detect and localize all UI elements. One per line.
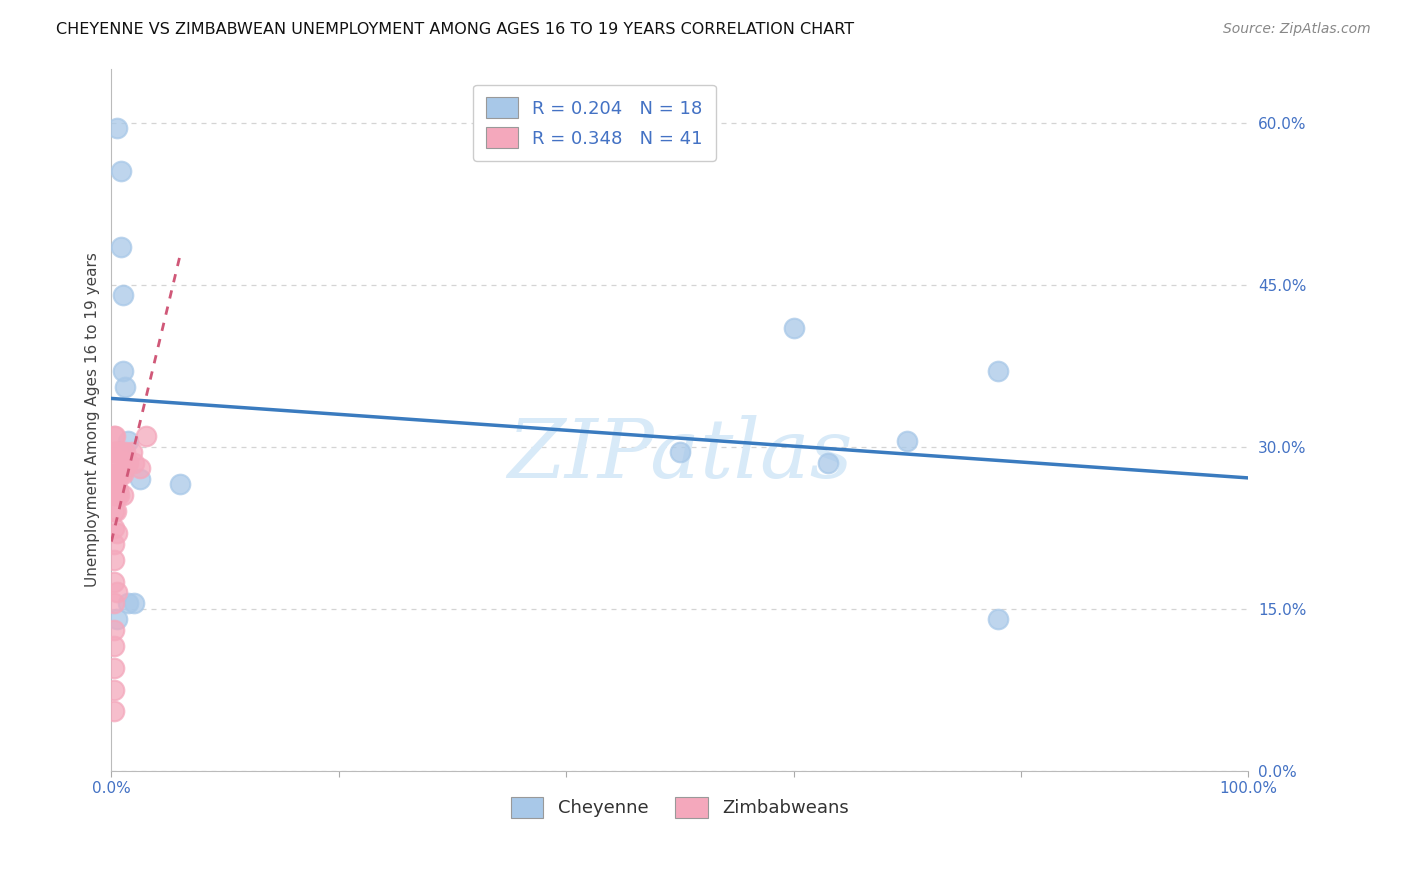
Point xyxy=(122,596,145,610)
Y-axis label: Unemployment Among Ages 16 to 19 years: Unemployment Among Ages 16 to 19 years xyxy=(86,252,100,587)
Point xyxy=(103,445,125,459)
Point xyxy=(103,624,125,638)
Point xyxy=(103,596,125,610)
Point xyxy=(103,537,125,551)
Point xyxy=(108,488,131,502)
Point xyxy=(110,467,132,481)
Point xyxy=(135,429,157,443)
Point xyxy=(111,288,134,302)
Point xyxy=(117,434,139,449)
Point xyxy=(105,585,128,599)
Point xyxy=(104,477,127,491)
Point xyxy=(114,380,136,394)
Point xyxy=(103,682,125,697)
Point xyxy=(114,445,136,459)
Point xyxy=(104,456,127,470)
Point xyxy=(782,320,804,334)
Point xyxy=(105,120,128,135)
Point xyxy=(669,445,692,459)
Point xyxy=(117,456,139,470)
Point xyxy=(103,429,125,443)
Point xyxy=(105,612,128,626)
Point xyxy=(107,483,129,497)
Point xyxy=(121,445,143,459)
Point xyxy=(122,456,145,470)
Point xyxy=(896,434,918,449)
Point xyxy=(105,445,128,459)
Point xyxy=(103,640,125,654)
Point xyxy=(110,240,132,254)
Point xyxy=(110,164,132,178)
Point xyxy=(117,596,139,610)
Point xyxy=(111,467,134,481)
Point xyxy=(103,488,125,502)
Legend: Cheyenne, Zimbabweans: Cheyenne, Zimbabweans xyxy=(503,789,856,825)
Point xyxy=(128,461,150,475)
Point xyxy=(105,467,128,481)
Point xyxy=(103,553,125,567)
Point xyxy=(103,467,125,481)
Point xyxy=(103,661,125,675)
Point xyxy=(103,574,125,589)
Point xyxy=(110,445,132,459)
Point xyxy=(104,504,127,518)
Point xyxy=(108,467,131,481)
Point xyxy=(117,456,139,470)
Point xyxy=(104,445,127,459)
Point xyxy=(104,429,127,443)
Point xyxy=(103,477,125,491)
Point xyxy=(817,456,839,470)
Point xyxy=(169,477,191,491)
Point xyxy=(987,612,1010,626)
Point xyxy=(111,488,134,502)
Point xyxy=(107,456,129,470)
Text: CHEYENNE VS ZIMBABWEAN UNEMPLOYMENT AMONG AGES 16 TO 19 YEARS CORRELATION CHART: CHEYENNE VS ZIMBABWEAN UNEMPLOYMENT AMON… xyxy=(56,22,855,37)
Point xyxy=(128,472,150,486)
Text: Source: ZipAtlas.com: Source: ZipAtlas.com xyxy=(1223,22,1371,37)
Point xyxy=(987,364,1010,378)
Point xyxy=(105,488,128,502)
Text: ZIPatlas: ZIPatlas xyxy=(508,415,852,495)
Point xyxy=(103,704,125,718)
Point xyxy=(103,521,125,535)
Point xyxy=(111,364,134,378)
Point xyxy=(105,526,128,541)
Point xyxy=(103,504,125,518)
